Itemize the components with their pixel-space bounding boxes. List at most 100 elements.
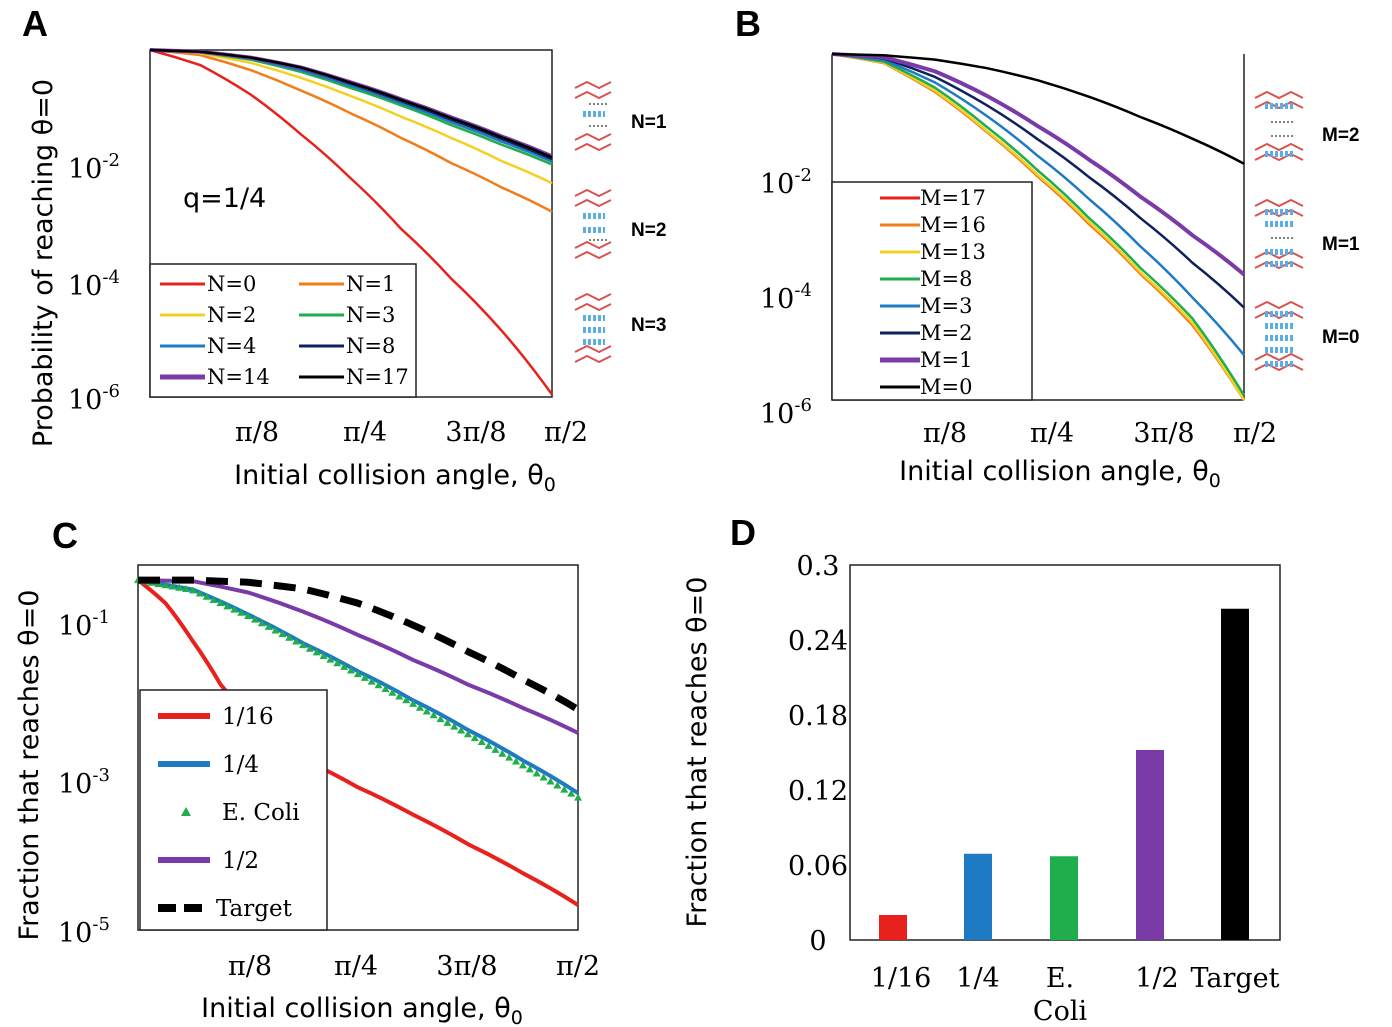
series-marker-e-coli	[202, 592, 211, 600]
panel-b-xtick: π/4	[1030, 418, 1074, 449]
legend-label: M=2	[920, 321, 972, 345]
series-marker-e-coli	[360, 673, 369, 681]
bar-1-4	[964, 853, 992, 940]
series-marker-e-coli	[285, 633, 294, 641]
series-line-n-2	[149, 48, 553, 185]
panel-b-xtick: π/2	[1233, 418, 1277, 449]
legend-label: M=8	[920, 267, 972, 291]
series-marker-e-coli	[539, 773, 548, 781]
series-marker-e-coli	[257, 619, 266, 627]
panel-a-molecule-icons	[574, 80, 612, 364]
panel-b-side-label: M=2	[1322, 125, 1360, 146]
series-marker-e-coli	[422, 707, 431, 715]
panel-d-ylabel: Fraction that reaches θ=0	[682, 577, 713, 928]
molecule-n3-icon	[574, 292, 612, 364]
panel-c-ytick: 10-5	[58, 914, 110, 949]
legend-label: 1/16	[222, 704, 274, 730]
panel-a-plot: N=0 N=1 N=2 N=3 N=4 N=8 N=14 N=17 q=1/4	[149, 48, 554, 398]
series-marker-e-coli	[278, 630, 287, 638]
series-marker-e-coli	[498, 749, 507, 757]
series-line-target	[137, 576, 580, 713]
panel-b-side-label: M=0	[1322, 327, 1360, 348]
legend-label: 1/2	[222, 848, 259, 874]
panel-c-xlabel: Initial collision angle, θ0	[201, 993, 523, 1027]
molecule-m2-icon	[1254, 90, 1304, 162]
series-marker-e-coli	[340, 662, 349, 670]
legend-label: M=1	[920, 348, 972, 372]
panel-a-xtick: 3π/8	[445, 417, 506, 448]
panel-label-a: A	[22, 3, 48, 44]
series-marker-e-coli	[415, 703, 424, 711]
bar-category-label: Coli	[1033, 996, 1088, 1027]
panel-a-xtick: π/4	[343, 417, 387, 448]
series-marker-e-coli	[381, 685, 390, 693]
panel-c-xtick: 3π/8	[436, 951, 497, 982]
panel-a-ytick: 10-4	[68, 267, 120, 302]
legend-label: M=17	[920, 186, 986, 210]
series-marker-e-coli	[525, 765, 534, 773]
series-marker-e-coli	[484, 741, 493, 749]
legend-label: N=0	[207, 272, 256, 296]
bar-1-16	[879, 915, 907, 940]
panel-a-xtick: π/2	[544, 417, 588, 448]
legend-label: M=3	[920, 294, 972, 318]
series-line-n-1	[149, 48, 553, 213]
panel-b-legend	[831, 181, 1033, 401]
panel-b-plot: M=17 M=16 M=13 M=8 M=3 M=2 M=1 M=0	[831, 52, 1246, 401]
panel-d-ytick: 0	[809, 926, 826, 957]
legend-swatch	[181, 807, 191, 816]
series-marker-e-coli	[353, 670, 362, 678]
panel-c-ytick: 10-1	[58, 607, 110, 642]
panel-d-ytick: 0.18	[788, 701, 848, 732]
series-marker-e-coli	[347, 666, 356, 674]
legend-label: N=17	[346, 365, 409, 389]
panel-c-xtick: π/8	[228, 951, 272, 982]
series-marker-e-coli	[292, 637, 301, 645]
legend-label: E. Coli	[222, 800, 300, 826]
series-line-m-1	[831, 52, 1246, 277]
molecule-n2-icon	[574, 188, 612, 260]
series-marker-e-coli	[409, 699, 418, 707]
panel-label-c: C	[52, 515, 78, 556]
panel-d-ytick: 0.3	[797, 551, 840, 582]
legend-label: N=2	[207, 303, 256, 327]
legend-label: N=8	[346, 334, 395, 358]
series-marker-e-coli	[271, 626, 280, 634]
legend-label: 1/4	[222, 752, 259, 778]
series-line-m-3	[831, 52, 1246, 356]
series-marker-e-coli	[195, 589, 204, 597]
legend-label: M=0	[920, 375, 972, 399]
series-marker-e-coli	[298, 641, 307, 649]
series-marker-e-coli	[175, 583, 184, 591]
panel-b-ytick: 10-4	[760, 280, 812, 315]
panel-b-xtick: 3π/8	[1133, 418, 1194, 449]
panel-b-xtick: π/8	[923, 418, 967, 449]
series-marker-e-coli	[388, 688, 397, 696]
series-marker-e-coli	[512, 757, 521, 765]
panel-c-legend	[139, 689, 328, 931]
legend-label: N=14	[207, 365, 270, 389]
panel-c-frame	[137, 564, 579, 931]
legend-label: M=13	[920, 240, 986, 264]
series-marker-e-coli	[209, 595, 218, 603]
series-marker-e-coli	[567, 789, 576, 797]
series-marker-e-coli	[518, 761, 527, 769]
panel-a-ytick: 10-2	[68, 150, 120, 185]
bar-category-label: Target	[1190, 963, 1279, 994]
panel-c-xtick: π/2	[556, 951, 600, 982]
series-line-m-2	[831, 52, 1245, 309]
panel-c-ytick: 10-3	[58, 765, 110, 800]
panel-a-xlabel: Initial collision angle, θ0	[234, 460, 556, 496]
legend-label: N=1	[346, 272, 395, 296]
molecule-n1-icon	[574, 80, 612, 152]
series-marker-e-coli	[182, 585, 191, 593]
panel-b-side-label: M=1	[1322, 234, 1360, 255]
legend-label: Target	[216, 896, 293, 922]
series-line-n-4	[149, 48, 553, 163]
series-line-n-0	[149, 48, 554, 396]
series-marker-e-coli	[402, 696, 411, 704]
series-marker-e-coli	[470, 734, 479, 742]
panel-a-xtick: π/8	[235, 417, 279, 448]
series-marker-e-coli	[312, 648, 321, 656]
